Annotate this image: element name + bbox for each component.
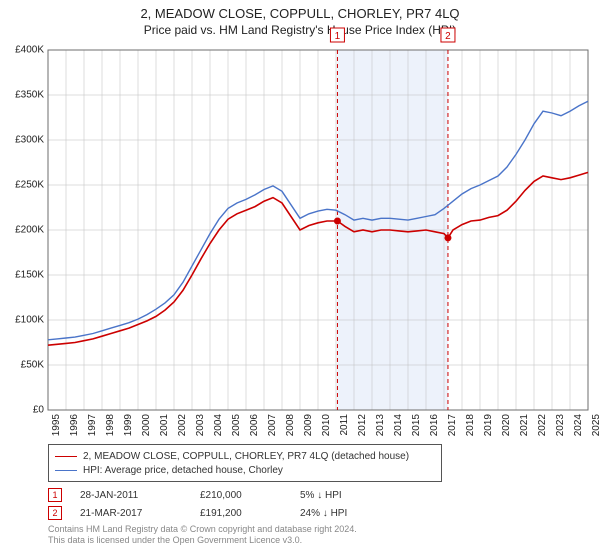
y-tick-label: £100K	[0, 315, 44, 326]
x-tick-label: 2018	[465, 414, 476, 454]
sale-date: 28-JAN-2011	[80, 490, 200, 501]
y-tick-label: £400K	[0, 45, 44, 56]
y-tick-label: £250K	[0, 180, 44, 191]
y-tick-label: £300K	[0, 135, 44, 146]
y-tick-label: £0	[0, 405, 44, 416]
sale-marker: 2	[48, 506, 62, 520]
svg-text:2: 2	[445, 31, 451, 42]
sales-table: 1 28-JAN-2011£210,0005% ↓ HPI 2 21-MAR-2017…	[48, 486, 588, 522]
sale-marker: 1	[48, 488, 62, 502]
legend-swatch	[55, 470, 77, 471]
legend-label: HPI: Average price, detached house, Chor…	[83, 465, 283, 476]
x-tick-label: 2022	[537, 414, 548, 454]
x-tick-label: 2024	[573, 414, 584, 454]
footer-line-2: This data is licensed under the Open Gov…	[48, 535, 357, 546]
y-tick-label: £150K	[0, 270, 44, 281]
y-tick-label: £350K	[0, 90, 44, 101]
x-tick-label: 2019	[483, 414, 494, 454]
chart-subtitle: Price paid vs. HM Land Registry's House …	[0, 21, 600, 41]
y-tick-label: £200K	[0, 225, 44, 236]
sale-diff: 5% ↓ HPI	[300, 490, 420, 501]
chart-container: 2, MEADOW CLOSE, COPPULL, CHORLEY, PR7 4…	[0, 0, 600, 560]
x-tick-label: 2017	[447, 414, 458, 454]
x-tick-label: 2025	[591, 414, 600, 454]
plot-area: 12	[48, 50, 588, 410]
legend-item: HPI: Average price, detached house, Chor…	[55, 463, 435, 477]
sale-row: 2 21-MAR-2017£191,20024% ↓ HPI	[48, 504, 588, 522]
x-tick-label: 2023	[555, 414, 566, 454]
legend: 2, MEADOW CLOSE, COPPULL, CHORLEY, PR7 4…	[48, 444, 442, 482]
sale-price: £210,000	[200, 490, 300, 501]
legend-swatch	[55, 456, 77, 457]
sale-row: 1 28-JAN-2011£210,0005% ↓ HPI	[48, 486, 588, 504]
footer-line-1: Contains HM Land Registry data © Crown c…	[48, 524, 357, 535]
x-tick-label: 2021	[519, 414, 530, 454]
legend-label: 2, MEADOW CLOSE, COPPULL, CHORLEY, PR7 4…	[83, 451, 409, 462]
legend-item: 2, MEADOW CLOSE, COPPULL, CHORLEY, PR7 4…	[55, 449, 435, 463]
sale-date: 21-MAR-2017	[80, 508, 200, 519]
sale-price: £191,200	[200, 508, 300, 519]
sale-diff: 24% ↓ HPI	[300, 508, 420, 519]
y-tick-label: £50K	[0, 360, 44, 371]
x-tick-label: 2020	[501, 414, 512, 454]
chart-title: 2, MEADOW CLOSE, COPPULL, CHORLEY, PR7 4…	[0, 0, 600, 21]
footer: Contains HM Land Registry data © Crown c…	[48, 524, 357, 547]
svg-text:1: 1	[335, 31, 341, 42]
